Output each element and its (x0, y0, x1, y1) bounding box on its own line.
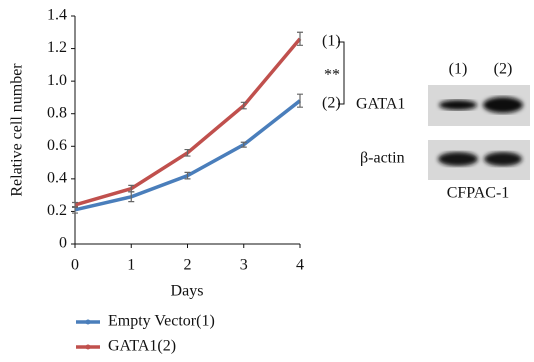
lane-label: (2) (494, 61, 513, 78)
row-label: β-actin (360, 150, 405, 167)
legend-marker (86, 320, 91, 325)
band (438, 152, 478, 166)
lane-label: (1) (449, 61, 468, 78)
y-tick-label: 0.6 (47, 137, 67, 154)
y-axis-label: Relative cell number (9, 63, 26, 197)
band (484, 152, 522, 166)
annotation: ** (324, 67, 340, 84)
x-tick-label: 2 (184, 257, 192, 274)
annotation: (1) (322, 33, 341, 50)
figure: Relative cell number Days (1) (2) ** (1)… (0, 0, 534, 362)
x-axis-label: Days (171, 283, 204, 300)
row-label: GATA1 (356, 96, 405, 113)
x-tick-label: 4 (296, 257, 304, 274)
cell-line-label: CFPAC-1 (447, 185, 510, 202)
y-tick-label: 0.4 (47, 170, 67, 187)
y-tick-label: 0.2 (47, 202, 67, 219)
y-tick-label: 1.4 (47, 7, 67, 24)
x-tick-label: 3 (240, 257, 248, 274)
x-tick-label: 0 (71, 257, 79, 274)
legend-label: Empty Vector(1) (108, 313, 215, 330)
y-tick-label: 1.2 (47, 39, 67, 56)
y-tick-label: 0.8 (47, 104, 67, 121)
y-tick-label: 0 (59, 235, 67, 252)
x-tick-label: 1 (127, 257, 135, 274)
series-line (75, 39, 300, 205)
legend-marker (86, 345, 91, 350)
legend-label: GATA1(2) (108, 338, 176, 355)
annotation: (2) (322, 95, 341, 112)
y-tick-label: 1.0 (47, 72, 67, 89)
band (439, 100, 477, 110)
band (483, 97, 523, 113)
